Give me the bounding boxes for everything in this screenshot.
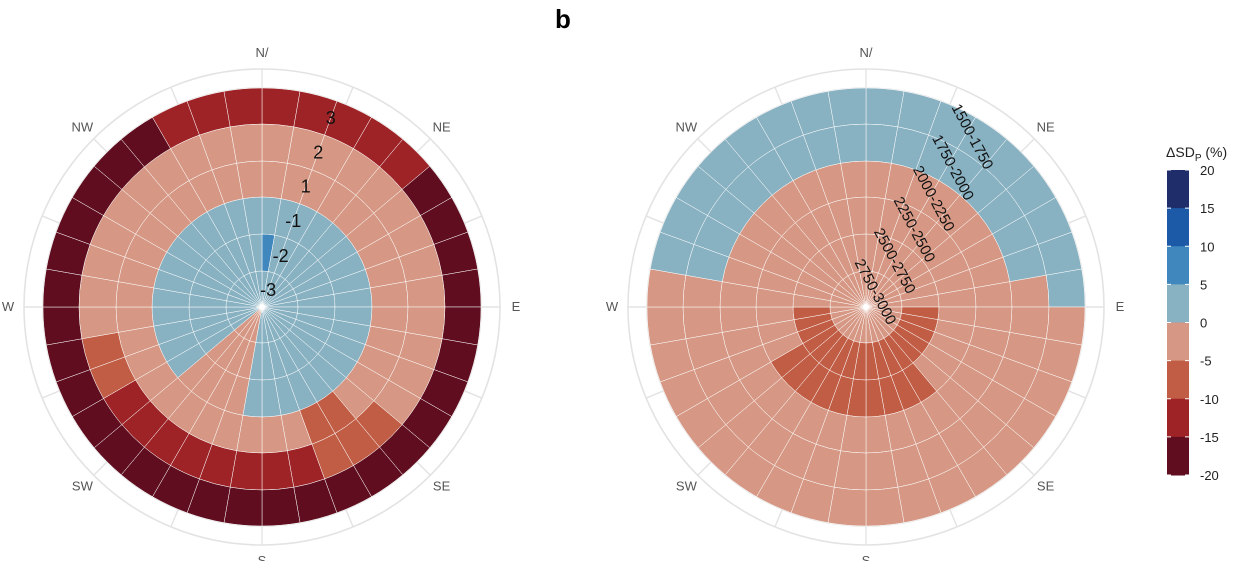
polar-wedge [827, 87, 867, 128]
colorbar-swatch [1167, 284, 1189, 323]
colorbar-ticks: 20 15 10 5 0 -5 -10 -15 -20 [1167, 163, 1219, 483]
compass-label: S [862, 553, 871, 561]
colorbar-tick-label: -15 [1200, 430, 1219, 445]
polar-wedge [261, 87, 301, 128]
compass-label: SW [676, 479, 698, 494]
compass-label: SW [72, 479, 94, 494]
polar-wedge [223, 87, 263, 128]
colorbar-swatch [1167, 322, 1189, 362]
legend-title: ΔSDP (%) [1166, 144, 1227, 164]
polar-wedge [42, 306, 83, 346]
compass-label: NE [1037, 119, 1055, 134]
colorbar-tick-label: 0 [1200, 316, 1207, 331]
colorbar-tick-label: -5 [1200, 354, 1212, 369]
colorbar-tick-label: 10 [1200, 239, 1214, 254]
ring-label: -2 [273, 246, 289, 266]
compass-label: E [512, 299, 521, 314]
compass-label: S [258, 553, 267, 561]
colorbar-legend: ΔSDP (%) 20 15 10 5 0 -5 -10 -15 -20 [1166, 144, 1227, 483]
colorbar-tick-label: -10 [1200, 392, 1219, 407]
colorbar-swatch [1167, 398, 1189, 438]
ring-label: 2 [313, 142, 323, 162]
colorbar-tick-label: 20 [1200, 163, 1214, 178]
compass-label: SE [433, 479, 451, 494]
polar-wedge [646, 306, 687, 346]
ring-label: 3 [326, 108, 336, 128]
ring-label: -3 [260, 280, 276, 300]
colorbar-swatch [1167, 436, 1189, 476]
colorbar-swatch [1167, 170, 1189, 209]
polar-wedge [223, 486, 263, 527]
polar-wedge [261, 486, 301, 527]
compass-label: NW [676, 119, 698, 134]
colorbar [1167, 170, 1189, 476]
compass-label: W [2, 299, 15, 314]
compass-label: N/ [256, 45, 269, 60]
polar-wedge [1045, 268, 1086, 308]
polar-wedge [646, 268, 687, 308]
polar-chart-right: N/NEESESSWWNW2750-30002500-27502250-2500… [606, 45, 1125, 561]
center-dot [863, 304, 869, 310]
colorbar-swatch [1167, 246, 1189, 285]
polar-wedge [42, 268, 83, 308]
colorbar-tick-label: 15 [1200, 201, 1214, 216]
polar-wedge [441, 268, 482, 308]
colorbar-tick-label: -20 [1200, 468, 1219, 483]
compass-label: N/ [860, 45, 873, 60]
polar-wedge [827, 486, 867, 527]
ring-label: -1 [285, 211, 301, 231]
polar-wedge [441, 306, 482, 346]
polar-wedge [865, 486, 905, 527]
polar-wedge [865, 87, 905, 128]
colorbar-swatch [1167, 360, 1189, 400]
ring-label: 1 [301, 177, 311, 197]
center-dot [259, 304, 265, 310]
compass-label: SE [1037, 479, 1055, 494]
compass-label: NW [72, 119, 94, 134]
polar-wedge [1045, 306, 1086, 346]
colorbar-swatch [1167, 208, 1189, 247]
panel-label: b [555, 4, 571, 34]
compass-label: NE [433, 119, 451, 134]
compass-label: E [1116, 299, 1125, 314]
colorbar-tick-label: 5 [1200, 277, 1207, 292]
compass-label: W [606, 299, 619, 314]
